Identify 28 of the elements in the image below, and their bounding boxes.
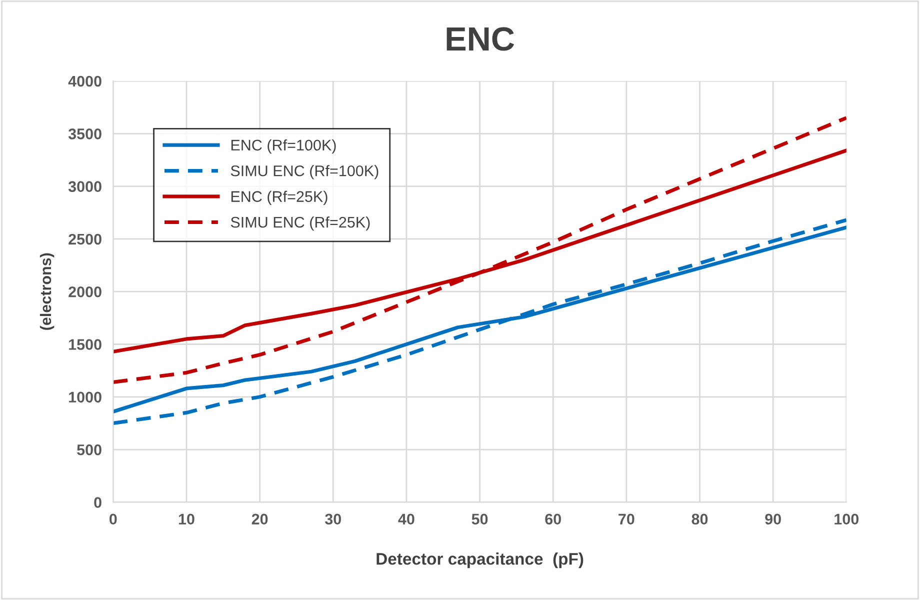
x-tick-label: 50 [472,514,488,525]
x-tick-label: 10 [178,514,194,525]
chart-title: ENC [446,27,514,51]
x-tick-label: 100 [834,514,859,525]
x-tick-label: 30 [324,514,342,525]
line-series [113,116,846,384]
y-axis-title: (electrons) [40,253,54,330]
legend-label: ENC (Rf=100K) [231,139,336,154]
y-tick-label: 2000 [68,286,102,298]
y-tick-label: 0 [94,497,102,508]
x-axis-title: Detector capacitance (pF) [376,552,584,568]
legend-label: SIMU ENC (Rf=25K) [230,216,370,231]
y-tick-label: 500 [77,444,102,456]
x-tick-label: 20 [252,514,268,525]
legend-label: ENC (Rf=25K) [231,190,328,205]
y-tick-label: 3500 [68,128,102,140]
x-tick-label: 90 [765,514,781,525]
x-tick-label: 70 [618,514,634,525]
x-tick-label: 40 [398,514,414,525]
x-tick-label: 0 [110,514,117,525]
y-tick-label: 4000 [68,76,102,87]
y-tick-label: 2500 [68,234,102,245]
y-tick-label: 1500 [69,339,102,350]
legend-label: SIMU ENC (Rf=100K) [230,165,378,180]
x-tick-label: 60 [545,514,561,525]
x-tick-label: 80 [692,514,708,525]
y-tick-label: 1000 [69,392,102,403]
y-tick-label: 3000 [68,181,102,192]
